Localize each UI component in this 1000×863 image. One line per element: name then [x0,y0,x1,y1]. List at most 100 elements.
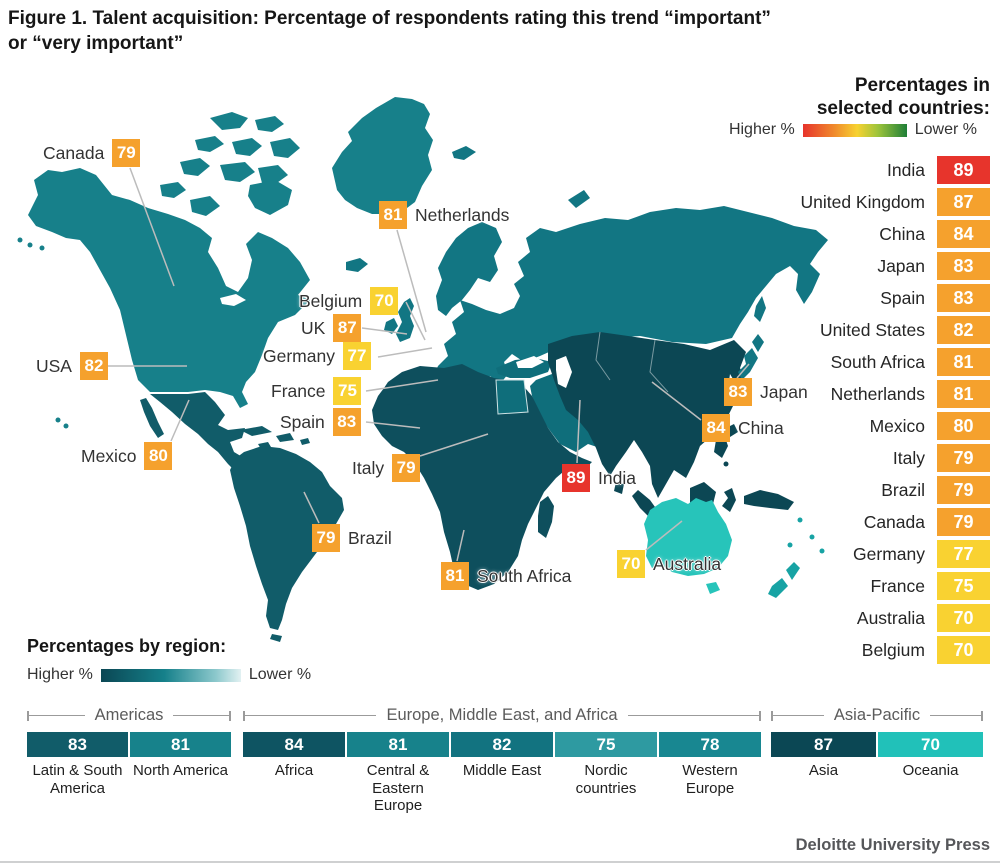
legend-lower-label: Lower % [248,666,312,683]
region-europe-russia [402,206,828,440]
country-row: South Africa 81 [800,348,990,376]
border-line [649,339,669,393]
value-badge: 77 [342,342,371,370]
region-bars: 83 Latin & South America 81 North Americ… [27,732,231,797]
country-name: Belgium [861,639,925,660]
country-label: France [271,380,326,401]
region-bar-column: 82 Middle East [451,732,553,815]
country-label: South Africa [477,565,572,586]
country-name: Netherlands [830,383,925,404]
value-badge: 87 [937,188,990,216]
country-label: India [598,467,636,488]
country-label: Spain [280,411,325,432]
map-label-south-africa: 81 South Africa [441,562,571,590]
value-badge: 83 [937,252,990,280]
country-row: China 84 [800,220,990,248]
region-bar-column: 87 Asia [771,732,876,780]
value-badge: 70 [937,636,990,664]
country-name: India [887,159,925,180]
map-label-mexico: Mexico 80 [81,442,173,470]
region-bar-label: North America [132,762,229,779]
country-name: Germany [853,543,925,564]
leader-japan [736,363,750,379]
value-badge: 77 [937,540,990,568]
country-label: Japan [760,381,808,402]
country-name: Japan [877,255,925,276]
value-badge: 80 [937,412,990,440]
bracket-line [627,714,760,717]
regions-legend: Higher % Lower % [27,666,311,684]
region-group-americas: Americas 83 Latin & South America 81 Nor… [27,706,232,797]
value-badge: 83 [937,284,990,312]
region-group-emea: Europe, Middle East, and Africa 84 Afric… [243,706,762,815]
country-row: Australia 70 [800,604,990,632]
bracket-tick [771,710,773,721]
region-bar-column: 75 Nordic countries [555,732,657,815]
value-badge: 81 [379,201,407,229]
bracket-tick [243,710,245,721]
region-north-america [28,168,310,408]
leader-spain [365,421,421,429]
region-bar-value: 84 [243,732,345,757]
map-label-france: France 75 [271,377,362,405]
region-bar-label: Asia [808,762,839,779]
country-name: Spain [880,287,925,308]
region-greenland [332,97,433,214]
bracket-tick [759,710,762,721]
country-label: Canada [43,142,105,163]
region-bar-column: 83 Latin & South America [27,732,128,797]
heading-line2: selected countries: [816,97,990,119]
map-regions [17,97,828,642]
map-label-germany: Germany 77 [263,342,371,370]
leader-australia [645,520,683,551]
region-australia [644,498,732,594]
region-bar-label: Oceania [902,762,959,779]
value-badge: 75 [333,377,362,405]
value-badge: 79 [312,524,340,552]
region-new-zealand [768,517,825,598]
teal-gradient-bar [100,668,241,682]
inland-water [220,294,572,388]
bracket-tick [981,710,984,721]
region-bar-label: Middle East [462,762,542,779]
map-label-netherlands: 81 Netherlands [379,201,509,229]
country-label: Italy [352,457,385,478]
publisher-credit: Deloitte University Press [795,836,990,854]
leader-belgium [405,301,426,341]
heading-line1: Percentages in [854,75,990,96]
country-row: Germany 77 [800,540,990,568]
country-label: Germany [263,345,335,366]
leader-lines [104,167,750,562]
country-label: UK [301,317,326,338]
group-bracket: Americas [27,706,232,725]
map-label-japan: 83 Japan [724,378,808,406]
country-name: Canada [863,511,925,532]
region-bars: 87 Asia 70 Oceania [771,732,983,780]
selected-countries-legend: Higher % Lower % [729,121,977,139]
value-badge: 89 [562,464,590,492]
region-bar-value: 87 [771,732,876,757]
group-bracket: Asia-Pacific [771,706,984,725]
value-badge: 70 [370,287,399,315]
region-bar-label: Africa [274,762,314,779]
country-name: China [879,223,925,244]
region-bar-value: 75 [555,732,657,757]
region-bar-label: Latin & South America [32,762,123,797]
map-label-belgium: Belgium 70 [299,287,399,315]
value-badge: 75 [937,572,990,600]
country-name: Mexico [869,415,925,436]
region-bar-column: 78 Western Europe [659,732,761,815]
country-ranking-list: India 89 United Kingdom 87 China 84 Japa… [800,156,990,664]
bracket-line [245,714,377,717]
region-bar-column: 81 Central & Eastern Europe [347,732,449,815]
border-line [595,331,611,381]
map-label-usa: USA 82 [36,352,108,380]
country-row: Japan 83 [800,252,990,280]
value-badge: 82 [937,316,990,344]
bracket-line [29,714,85,717]
leader-france [365,379,439,392]
country-row: Belgium 70 [800,636,990,664]
region-bar-value: 70 [878,732,983,757]
map-label-brazil: 79 Brazil [312,524,392,552]
